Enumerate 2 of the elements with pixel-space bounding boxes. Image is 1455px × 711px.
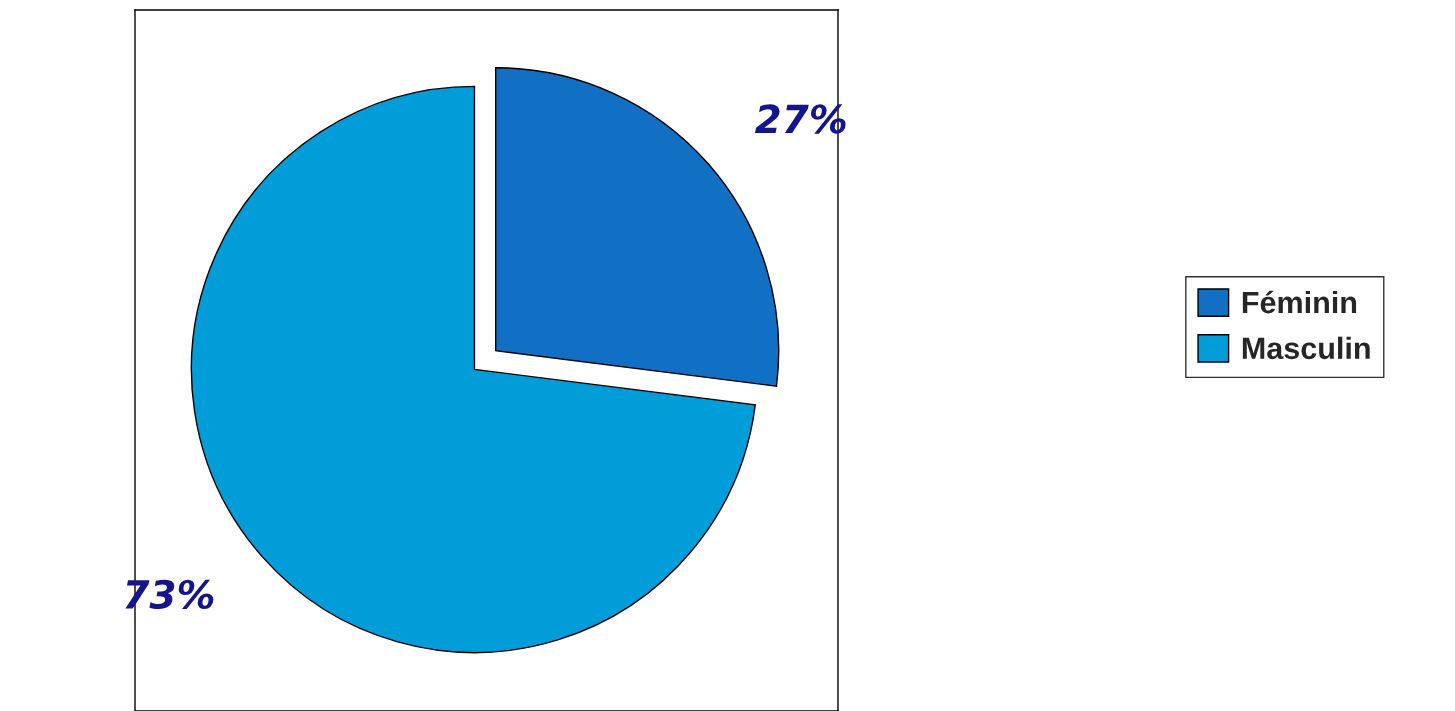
legend-label: Féminin (1242, 290, 1357, 314)
legend-label: Masculin (1242, 336, 1370, 360)
